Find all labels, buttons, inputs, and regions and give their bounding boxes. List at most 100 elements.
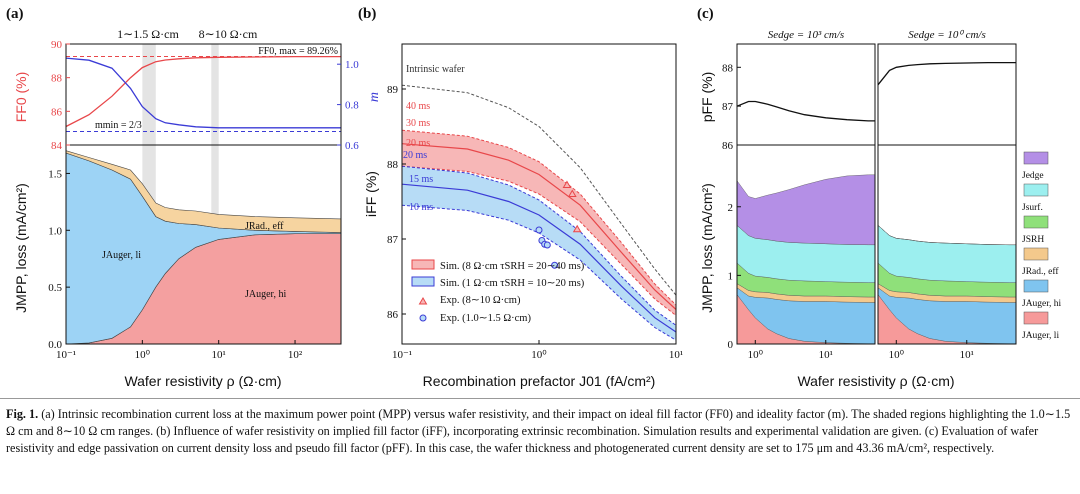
caption-fig-label: Fig. 1. (6, 407, 39, 421)
ff0-curve (65, 55, 341, 128)
ticklabel-b-y: 87 (387, 234, 399, 246)
line-8ohm-40ms (401, 129, 677, 306)
area-label-rad: JRad., eff (245, 221, 284, 232)
xlabel-c: Wafer resistivity ρ (Ω·cm) (797, 373, 954, 389)
frame-c-bottom-0 (736, 144, 876, 345)
ticklabel-c-bottom-y: 1 (728, 270, 734, 282)
line-8ohm-30ms (401, 143, 677, 310)
figure-canvas: (a) (b) (c)848688900.60.81.00.00.51.01.510… (6, 6, 1062, 389)
ticklabel-m: 0.6 (345, 140, 359, 152)
ticklabel-a2-y: 0.0 (48, 339, 62, 351)
legend-b-2: Exp. (8∼10 Ω·cm) (440, 295, 521, 306)
ticklabel-c-top-y: 88 (722, 62, 734, 74)
ticklabel-b-y: 88 (387, 159, 399, 171)
ticklabel-c-bottom-y: 0 (728, 339, 734, 351)
annotation-b-3: 20 ms (406, 138, 430, 149)
legend-marker-8-10 (418, 297, 428, 305)
caption-text: (a) Intrinsic recombination current loss… (6, 407, 1071, 455)
line-intrinsic (401, 84, 677, 296)
range-label-1: 1∼1.5 Ω·cm (117, 27, 179, 41)
line-1ohm-15ms (401, 183, 677, 333)
legend-swatch-1ohm (411, 276, 435, 287)
ticklabel-c-x: 10¹ (819, 349, 833, 361)
exp-point-8-10 (572, 224, 582, 233)
line-1ohm-10ms (401, 204, 677, 341)
frame-a-bottom (65, 144, 342, 345)
range-label-2: 8∼10 Ω·cm (199, 27, 258, 41)
ticklabel-b-y: 89 (387, 84, 399, 96)
ticklabel-a-x: 10² (288, 349, 303, 361)
area-c-1-5 (877, 225, 1016, 245)
ticklabel-m: 0.8 (345, 100, 359, 112)
exp-point-8-10 (567, 189, 577, 197)
ticklabel-c-top-y: 87 (722, 101, 734, 113)
legend-c-1: Jsurf. (1022, 202, 1043, 213)
exp-point-1-15 (535, 226, 543, 234)
m-curve (65, 57, 341, 129)
area-c-1-4 (877, 224, 1017, 283)
ticklabel-b-x: 10⁻¹ (392, 349, 412, 361)
annotation-b-5: 15 ms (409, 174, 433, 185)
column-title-c-0: Sedge = 10³ cm/s (768, 29, 844, 41)
ticklabel-ff0: 84 (51, 140, 63, 152)
area-c-0-5 (736, 174, 876, 245)
ticklabel-ff0: 90 (51, 39, 63, 51)
exp-point-8-10 (562, 180, 572, 188)
ylabel-m: m (367, 92, 382, 102)
annotation-b-6: 10 ms (409, 202, 433, 213)
area-label-auger-li: JAuger, li (102, 250, 141, 261)
ylabel-pff: pFF (%) (699, 72, 715, 123)
legend-swatch-c-4 (1023, 279, 1049, 293)
xlabel-b: Recombination prefactor J01 (fA/cm²) (423, 373, 656, 389)
ticklabel-m: 1.0 (345, 59, 359, 71)
legend-swatch-c-3 (1023, 247, 1049, 261)
pff-curve-1 (877, 61, 1016, 86)
ticklabel-ff0: 88 (51, 73, 63, 85)
ticklabel-a2-y: 1.0 (48, 225, 62, 237)
ticklabel-ff0: 86 (51, 106, 63, 118)
ticklabel-b-x: 10⁰ (531, 349, 547, 361)
caption-divider (0, 398, 1080, 399)
line-1ohm-20ms (401, 165, 677, 326)
panel-label-a: (a) (6, 6, 24, 22)
line-8ohm-20ms (401, 165, 677, 316)
ticklabel-b-y: 86 (387, 309, 399, 321)
legend-swatch-c-0 (1023, 151, 1049, 165)
panel-label-b: (b) (358, 6, 376, 22)
frame-c-top-1 (877, 43, 1017, 146)
exp-point-1-15 (543, 241, 551, 249)
panel-label-c: (c) (697, 6, 714, 22)
ylabel-b: iFF (%) (363, 171, 379, 217)
band-1ohm (402, 166, 676, 341)
legend-swatch-c-1 (1023, 183, 1049, 197)
area-label-auger-hi: JAuger, hi (245, 289, 286, 300)
xlabel-a: Wafer resistivity ρ (Ω·cm) (124, 373, 281, 389)
ylabel-jmpp-c: JMPP, loss (mA/cm²) (699, 183, 715, 313)
legend-b-0: Sim. (8 Ω·cm τSRH = 20∼40 ms) (440, 261, 585, 272)
frame-c-top-0 (736, 43, 876, 146)
legend-b-1: Sim. (1 Ω·cm τSRH = 10∼20 ms) (440, 278, 585, 289)
ticklabel-c-x: 10⁰ (748, 349, 764, 361)
ticklabel-a-x: 10⁰ (135, 349, 151, 361)
band-8ohm (402, 130, 676, 316)
ticklabel-b-x: 10¹ (669, 349, 683, 361)
figure-caption: Fig. 1. (a) Intrinsic recombination curr… (6, 406, 1074, 457)
shaded-range-2 (211, 44, 219, 344)
column-title-c-1: Sedge = 10⁰ cm/s (908, 29, 986, 41)
legend-swatch-c-5 (1023, 311, 1049, 325)
legend-swatch-c-2 (1023, 215, 1049, 229)
legend-c-5: JAuger, li (1022, 331, 1059, 341)
ticklabel-c-bottom-y: 2 (728, 202, 734, 214)
exp-point-1-15 (551, 261, 559, 269)
ticklabel-c-top-y: 86 (722, 140, 734, 152)
annotation-mmin: mmin = 2/3 (95, 120, 142, 131)
annotation-ff0max: FF0, max = 89.26% (258, 46, 338, 57)
annotation-b-0: Intrinsic wafer (406, 64, 465, 75)
frame-c-bottom-1 (877, 144, 1017, 345)
ticklabel-a2-y: 1.5 (48, 168, 62, 180)
pff-curve-0 (736, 100, 875, 122)
legend-c-2: JSRH (1022, 235, 1044, 245)
ylabel-jmpp-a: JMPP, loss (mA/cm²) (13, 183, 29, 313)
annotation-b-1: 40 ms (406, 101, 430, 112)
legend-marker-1-15 (419, 314, 427, 322)
